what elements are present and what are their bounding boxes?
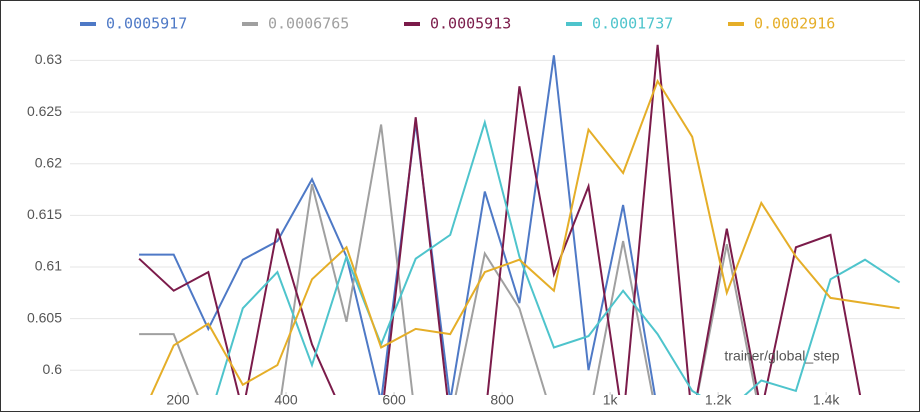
y-tick-label: 0.63 xyxy=(35,51,62,67)
legend: 0.0005917 0.0006765 0.0005913 0.0001737 0.00… xyxy=(80,15,835,33)
y-tick-label: 0.625 xyxy=(27,103,62,119)
x-tick-label: 800 xyxy=(490,392,514,408)
grid: 0.6 0.605 0.61 0.615 0.62 0.625 0.63 200 400 600 8… xyxy=(27,51,905,408)
y-tick-label: 0.6 xyxy=(43,361,63,377)
x-tick-label: 1k xyxy=(603,392,619,408)
legend-label[interactable]: 0.0001737 xyxy=(592,15,673,33)
series-line xyxy=(138,44,862,395)
x-tick-label: 200 xyxy=(166,392,190,408)
series-line xyxy=(139,55,656,395)
y-tick-label: 0.605 xyxy=(27,309,62,325)
y-tick-label: 0.62 xyxy=(35,154,62,170)
x-axis-label: trainer/global_step xyxy=(724,348,839,364)
series-line xyxy=(215,118,901,395)
x-tick-label: 1.4k xyxy=(813,392,840,408)
x-tick-label: 1.2k xyxy=(705,392,732,408)
x-tick-label: 400 xyxy=(274,392,298,408)
legend-label[interactable]: 0.0005913 xyxy=(430,15,511,33)
y-tick-label: 0.615 xyxy=(27,206,62,222)
y-tick-label: 0.61 xyxy=(35,258,62,274)
legend-label[interactable]: 0.0005917 xyxy=(106,15,187,33)
legend-label[interactable]: 0.0002916 xyxy=(754,15,835,33)
plot-area xyxy=(138,44,901,395)
x-tick-label: 600 xyxy=(382,392,406,408)
legend-label[interactable]: 0.0006765 xyxy=(268,15,349,33)
series-line xyxy=(139,124,758,395)
series-line xyxy=(150,78,900,395)
